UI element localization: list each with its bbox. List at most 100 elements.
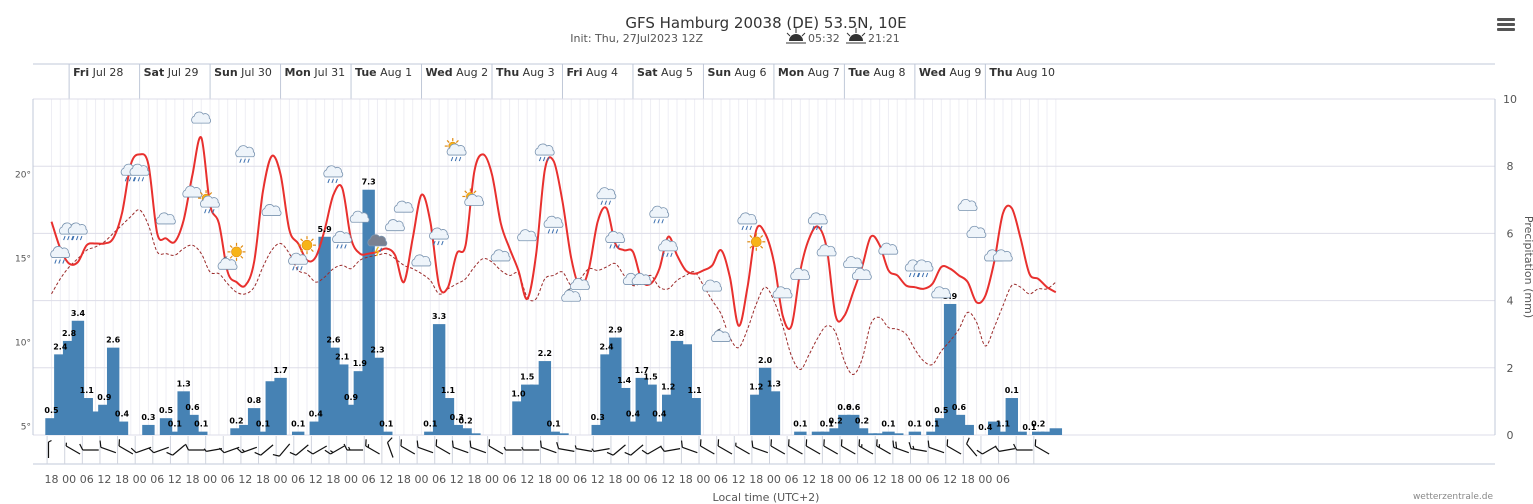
precip-bar [291, 431, 305, 435]
precip-label: 0.9 [97, 393, 112, 402]
cloud-icon [852, 267, 872, 280]
precip-label: 1.7 [273, 366, 287, 375]
precip-bar [459, 428, 472, 435]
cloud-icon [790, 267, 811, 280]
precip-label: 0.1 [793, 420, 808, 429]
x-tick-label: 18 [326, 473, 340, 486]
day-label: Wed Aug 9 [919, 66, 982, 79]
wind-barb [365, 439, 380, 455]
cloud-icon [385, 219, 405, 232]
x-tick-label: 00 [274, 473, 288, 486]
cloud-rain-icon [596, 187, 617, 205]
wind-barb [469, 440, 487, 454]
precip-label: 0.1 [168, 420, 183, 429]
precip-label: 0.1 [908, 420, 923, 429]
day-label: Thu Aug 3 [496, 66, 555, 79]
x-tick-label: 06 [855, 473, 869, 486]
moon-cloud-icon [711, 327, 731, 342]
wind-barb [858, 439, 874, 455]
precip-bar [450, 424, 463, 435]
thunderstorm-icon [367, 234, 388, 257]
day-label: Sat Jul 29 [144, 66, 199, 79]
precip-label: 1.3 [767, 379, 781, 388]
cloud-rain-icon [129, 163, 150, 182]
wind-barb [416, 440, 434, 454]
precip-label: 0.4 [978, 423, 993, 432]
wind-barb [908, 442, 927, 452]
cloud-icon [992, 249, 1013, 262]
precip-label: 0.5 [159, 406, 174, 415]
credit-text[interactable]: wetterzentrale.de [1413, 492, 1494, 502]
x-tick-label: 06 [573, 473, 587, 486]
wind-barb [343, 443, 364, 451]
wind-barb [488, 439, 504, 455]
wind-barb [400, 439, 416, 455]
wind-barb [659, 445, 681, 452]
precip-label: 0.1 [925, 420, 940, 429]
precip-bar [1005, 398, 1018, 435]
x-tick-label: 18 [256, 473, 270, 486]
precip-label: 0.3 [141, 413, 155, 422]
precip-label: 0.3 [450, 413, 464, 422]
wind-barb [289, 444, 309, 456]
precip-label: 2.1 [335, 352, 350, 361]
wind-barb [539, 440, 557, 454]
x-tick-label: 06 [714, 473, 728, 486]
x-tick-label: 00 [133, 473, 147, 486]
hamburger-menu-icon[interactable] [1497, 18, 1515, 32]
x-tick-label: 12 [168, 473, 182, 486]
precip-bar [424, 431, 437, 435]
precip-label: 0.5 [934, 406, 949, 415]
cloud-rain-icon [534, 143, 555, 162]
precip-bar [274, 377, 287, 435]
precip-bar [380, 431, 393, 435]
cloud-icon [349, 210, 370, 223]
sun-cloud-rain-icon [198, 190, 220, 214]
precip-label: 2.6 [106, 336, 121, 345]
cloud-rain-icon [332, 230, 352, 249]
x-tick-label: 06 [926, 473, 940, 486]
cloud-icon [393, 200, 414, 213]
x-tick-label: 00 [626, 473, 640, 486]
wind-barb [435, 439, 451, 455]
precipitation-labels: 0.52.42.83.41.10.92.60.4 0.30.50.11.30.60… [44, 178, 1045, 432]
precip-label: 0.6 [185, 403, 200, 412]
cloud-icon [702, 279, 722, 292]
sun-icon [747, 232, 766, 251]
precip-label: 1.1 [996, 420, 1011, 429]
precip-label: 0.8 [247, 396, 262, 405]
precip-label: 0.1 [423, 420, 438, 429]
x-tick-label: 18 [45, 473, 59, 486]
precip-label: 0.1 [194, 420, 209, 429]
precip-bar [864, 433, 878, 435]
wind-barb [503, 446, 522, 451]
precip-label: 0.4 [309, 410, 324, 419]
wind-barb [272, 443, 291, 457]
cloud-icon [182, 185, 203, 198]
precip-bar [115, 421, 129, 435]
precip-label: 0.1 [820, 420, 835, 429]
x-tick-label: 06 [785, 473, 799, 486]
wind-barb [130, 446, 152, 454]
init-subtitle: Init: Thu, 27Jul2023 12Z 05:32 21:21 [570, 28, 900, 45]
precip-label: 2.6 [326, 336, 341, 345]
precip-bar [591, 424, 604, 435]
precip-bar [1049, 428, 1063, 435]
day-label: Tue Aug 8 [848, 66, 905, 79]
x-axis-title: Local time (UTC+2) [713, 491, 820, 504]
x-tick-label: 18 [961, 473, 975, 486]
precip-label: 5.9 [318, 225, 333, 234]
sunrise-icon [786, 28, 806, 44]
wind-barb [574, 445, 593, 452]
wind-barb [699, 439, 715, 455]
x-tick-label: 12 [802, 473, 816, 486]
precip-bar [556, 433, 569, 435]
precip-bar [767, 391, 781, 435]
x-tick-label: 18 [397, 473, 411, 486]
precip-label: 1.1 [688, 386, 703, 395]
wind-barb [99, 440, 117, 454]
x-tick-label: 18 [608, 473, 622, 486]
wind-barb [641, 445, 662, 455]
precip-bar [547, 431, 560, 435]
